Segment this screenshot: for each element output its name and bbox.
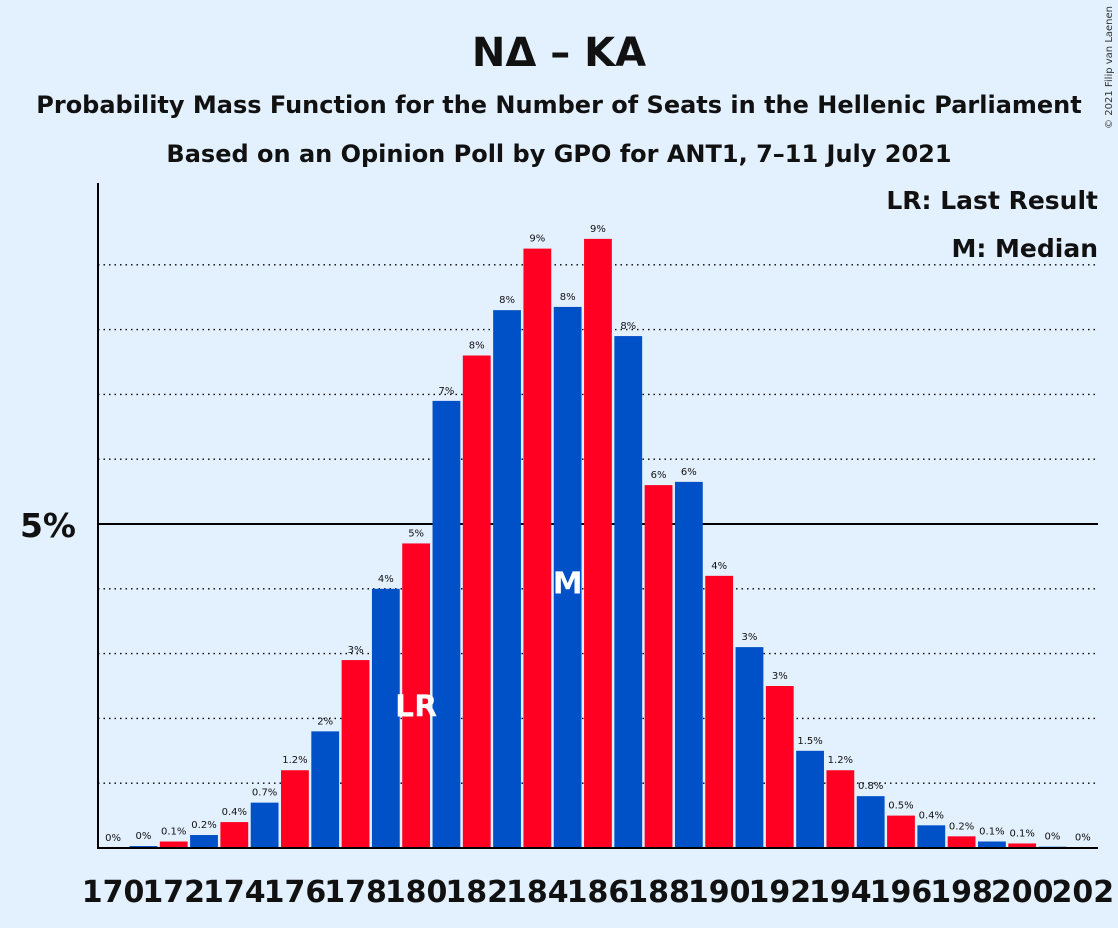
data-label-seat-200: 0.1% bbox=[1009, 828, 1034, 839]
data-label-seat-183: 8% bbox=[499, 295, 515, 306]
data-label-seat-198: 0.2% bbox=[949, 821, 974, 832]
bar-seat-176 bbox=[281, 770, 309, 848]
bar-seat-200 bbox=[1008, 843, 1037, 848]
last-result-marker: LR bbox=[395, 689, 437, 724]
bar-seat-183 bbox=[493, 310, 521, 848]
data-label-seat-187: 8% bbox=[620, 321, 636, 332]
data-label-seat-189: 6% bbox=[681, 467, 697, 478]
data-label-seat-195: 0.8% bbox=[858, 781, 883, 792]
bar-seat-191 bbox=[735, 647, 764, 848]
data-label-seat-196: 0.5% bbox=[888, 801, 913, 812]
data-label-seat-201: 0% bbox=[1045, 832, 1061, 843]
bar-seat-178 bbox=[341, 660, 370, 848]
data-label-seat-199: 0.1% bbox=[979, 827, 1004, 838]
bar-layer bbox=[129, 238, 1097, 849]
x-tick-label-194: 194 bbox=[809, 875, 872, 910]
data-label-seat-184: 9% bbox=[529, 234, 545, 245]
bar-seat-173 bbox=[190, 835, 218, 848]
marker-layer: LR M bbox=[395, 566, 583, 724]
data-label-seat-193: 1.5% bbox=[797, 736, 822, 747]
x-tick-label-170: 170 bbox=[82, 875, 145, 910]
data-label-seat-173: 0.2% bbox=[191, 820, 216, 831]
data-label-seat-179: 4% bbox=[378, 574, 394, 585]
bar-seat-174 bbox=[220, 822, 249, 848]
x-tick-label-174: 174 bbox=[203, 875, 266, 910]
bar-seat-196 bbox=[887, 815, 915, 848]
x-tick-label-190: 190 bbox=[688, 875, 751, 910]
y-tick-label-5pct: 5% bbox=[20, 506, 76, 545]
data-label-seat-202: 0% bbox=[1075, 832, 1091, 843]
bar-seat-192 bbox=[765, 686, 794, 848]
bar-seat-181 bbox=[432, 400, 461, 848]
x-tick-label-200: 200 bbox=[991, 875, 1054, 910]
data-label-seat-175: 0.7% bbox=[252, 788, 277, 799]
bar-seat-184 bbox=[523, 248, 552, 849]
bar-seat-186 bbox=[584, 238, 612, 848]
bar-seat-172 bbox=[159, 841, 188, 848]
data-label-seat-170: 0% bbox=[105, 833, 121, 844]
x-tick-label-172: 172 bbox=[142, 875, 205, 910]
chart-title: NΔ – KA bbox=[472, 30, 646, 76]
data-label-seat-192: 3% bbox=[772, 671, 788, 682]
data-label-seat-191: 3% bbox=[742, 632, 758, 643]
bar-seat-189 bbox=[674, 481, 703, 848]
data-label-seat-180: 5% bbox=[408, 528, 424, 539]
x-tick-label-196: 196 bbox=[870, 875, 933, 910]
x-tick-layer: 1701721741761781801821841861881901921941… bbox=[82, 875, 1114, 910]
bar-seat-195 bbox=[856, 796, 885, 848]
data-label-seat-176: 1.2% bbox=[282, 755, 307, 766]
median-marker: M bbox=[553, 566, 583, 601]
copyright-notice: © 2021 Filip van Laenen bbox=[1104, 6, 1115, 129]
data-label-seat-178: 3% bbox=[348, 645, 364, 656]
chart-subtitle-2: Based on an Opinion Poll by GPO for ANT1… bbox=[166, 140, 951, 168]
bar-seat-185 bbox=[553, 306, 582, 848]
data-label-seat-186: 9% bbox=[590, 224, 606, 235]
bar-seat-175 bbox=[250, 802, 279, 848]
bar-seat-180 bbox=[402, 543, 431, 848]
legend-median: M: Median bbox=[951, 234, 1098, 263]
data-label-seat-190: 4% bbox=[711, 561, 727, 572]
bar-seat-182 bbox=[462, 355, 491, 848]
x-tick-label-182: 182 bbox=[445, 875, 508, 910]
chart-subtitle-1: Probability Mass Function for the Number… bbox=[36, 91, 1081, 119]
data-label-seat-174: 0.4% bbox=[222, 807, 247, 818]
data-label-seat-181: 7% bbox=[438, 386, 454, 397]
data-label-seat-182: 8% bbox=[469, 341, 485, 352]
data-label-seat-194: 1.2% bbox=[828, 755, 853, 766]
bar-seat-179 bbox=[371, 588, 400, 848]
data-label-seat-172: 0.1% bbox=[161, 827, 186, 838]
data-label-seat-188: 6% bbox=[651, 470, 667, 481]
legend-last-result: LR: Last Result bbox=[886, 186, 1098, 215]
bar-seat-190 bbox=[705, 575, 734, 848]
bar-seat-188 bbox=[644, 485, 673, 848]
x-tick-label-176: 176 bbox=[264, 875, 327, 910]
bar-seat-177 bbox=[311, 731, 340, 848]
data-label-seat-171: 0% bbox=[135, 831, 151, 842]
x-tick-label-186: 186 bbox=[567, 875, 630, 910]
bar-seat-198 bbox=[947, 836, 976, 848]
label-layer: 0% 0% 0.1% 0.2% 0.4% 0.7% 1.2% 2% 3% 4% 5% 7% 8% 8% 9%… bbox=[105, 224, 1091, 844]
x-tick-label-188: 188 bbox=[627, 875, 690, 910]
x-tick-label-198: 198 bbox=[930, 875, 993, 910]
data-label-seat-197: 0.4% bbox=[919, 810, 944, 821]
x-tick-label-180: 180 bbox=[385, 875, 448, 910]
data-label-seat-185: 8% bbox=[560, 292, 576, 303]
x-tick-label-178: 178 bbox=[324, 875, 387, 910]
bar-seat-187 bbox=[614, 336, 643, 848]
bar-seat-197 bbox=[917, 825, 946, 848]
bar-seat-199 bbox=[977, 841, 1006, 848]
x-tick-label-192: 192 bbox=[748, 875, 811, 910]
x-tick-label-184: 184 bbox=[506, 875, 569, 910]
bar-seat-194 bbox=[826, 770, 855, 848]
x-tick-label-202: 202 bbox=[1051, 875, 1114, 910]
data-label-seat-177: 2% bbox=[317, 716, 333, 727]
bar-seat-193 bbox=[796, 750, 824, 848]
